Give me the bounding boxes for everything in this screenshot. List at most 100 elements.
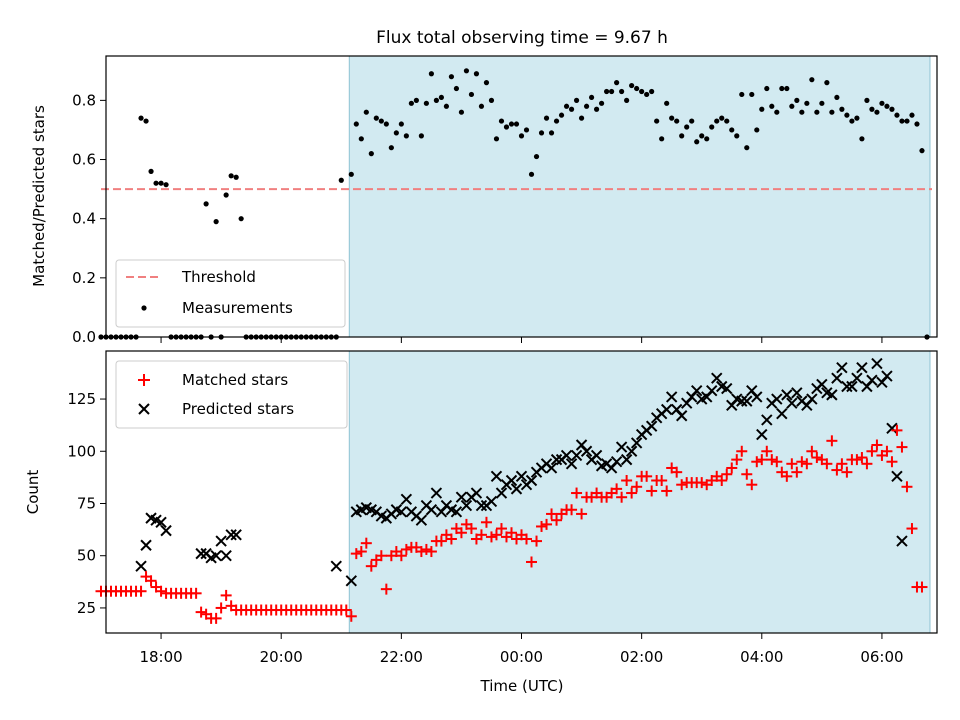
measurement-point	[398, 121, 404, 127]
predicted-stars-point	[836, 362, 848, 374]
measurement-point	[418, 133, 424, 139]
measurement-point	[463, 68, 470, 74]
matched-stars-point	[891, 424, 903, 436]
measurement-point	[148, 168, 154, 174]
predicted-stars-point	[620, 453, 633, 466]
ratio-observing-span	[348, 55, 931, 338]
measurement-point	[879, 100, 885, 106]
matched-stars-point	[786, 458, 798, 470]
predicted-stars-point	[450, 506, 463, 518]
predicted-stars-point	[545, 462, 558, 474]
matched-stars-point	[576, 508, 588, 520]
measurement-point	[744, 145, 750, 151]
predicted-stars-point	[475, 499, 488, 512]
matched-stars-point	[641, 470, 653, 482]
measurement-point	[629, 82, 635, 89]
measurement-point	[553, 118, 560, 124]
measurement-point	[839, 106, 845, 112]
measurement-point	[393, 130, 399, 136]
measurement-point	[548, 130, 555, 136]
measurement-point	[874, 109, 880, 115]
matched-stars-point	[345, 610, 357, 622]
matched-stars-point	[536, 520, 548, 532]
measurement-point	[884, 103, 890, 109]
measurement-point	[373, 115, 379, 121]
measurement-point	[498, 118, 505, 124]
predicted-stars-point	[155, 516, 167, 528]
matched-stars-point	[866, 445, 878, 457]
matched-legend-label: Matched stars	[182, 371, 288, 389]
matched-stars-point	[195, 606, 207, 618]
matched-stars-point	[796, 456, 808, 468]
predicted-stars-point	[570, 449, 583, 462]
measurement-point	[588, 94, 595, 101]
measurement-point	[854, 115, 860, 121]
measurement-point	[694, 139, 700, 145]
predicted-stars-point	[515, 470, 528, 483]
predicted-stars-point	[665, 391, 678, 403]
measurement-point	[654, 118, 660, 124]
measurement-point	[754, 127, 760, 133]
measurement-point	[468, 91, 475, 98]
measurement-point	[814, 109, 820, 115]
matched-stars-point	[631, 481, 643, 493]
matched-stars-point	[896, 441, 908, 453]
matched-stars-point	[215, 602, 227, 614]
matched-stars-point	[526, 556, 538, 568]
matched-stars-point	[135, 585, 147, 597]
matched-stars-point	[340, 604, 352, 616]
measurement-point	[669, 115, 675, 121]
measurement-point	[538, 130, 545, 136]
measurement-point	[543, 115, 550, 121]
matched-stars-point	[155, 585, 167, 597]
matched-stars-point	[485, 531, 497, 543]
predicted-stars-point	[550, 453, 563, 466]
measurement-point	[143, 118, 149, 124]
measurement-point	[729, 127, 735, 133]
predicted-stars-point	[660, 403, 673, 416]
measurements-legend-swatch	[141, 305, 147, 311]
measurement-point	[578, 115, 585, 121]
predicted-stars-point	[630, 437, 643, 449]
x-tick-label: 00:00	[500, 648, 543, 666]
measurement-point	[533, 153, 540, 160]
count-observing-span	[348, 350, 931, 634]
predicted-stars-point	[756, 428, 768, 441]
matched-stars-point	[881, 445, 893, 457]
measurement-point	[704, 136, 710, 142]
measurement-point	[819, 100, 825, 106]
predicted-stars-point	[415, 514, 428, 526]
predicted-stars-point	[400, 493, 413, 506]
matched-stars-point	[490, 529, 502, 541]
matched-stars-point	[756, 454, 768, 466]
matched-stars-point	[801, 458, 813, 470]
ratio-y-tick-label: 0.6	[72, 151, 96, 169]
predicted-stars-point	[580, 445, 593, 457]
measurement-point	[403, 133, 409, 139]
matched-stars-point	[906, 523, 918, 535]
predicted-stars-point	[751, 391, 763, 403]
measurement-point	[719, 115, 725, 121]
predicted-stars-point	[160, 524, 172, 537]
matched-stars-point	[871, 439, 883, 451]
matched-stars-point	[360, 537, 372, 549]
matched-stars-point	[365, 560, 377, 572]
count-legend: Matched stars Predicted stars	[115, 360, 348, 429]
predicted-stars-point	[886, 422, 898, 434]
predicted-legend-swatch	[138, 403, 150, 415]
predicted-stars-point	[841, 380, 853, 393]
predicted-stars-point	[761, 414, 773, 426]
matched-stars-point	[355, 546, 367, 558]
measurement-point	[203, 201, 209, 207]
matched-stars-point	[661, 485, 673, 497]
predicted-stars-point	[485, 495, 498, 508]
predicted-stars-point	[495, 487, 508, 499]
count-panel: 25 50 75 100 125 18:00 20:00 22:00 00:00 02:00 04:…	[24, 350, 938, 695]
measurement-point	[674, 118, 680, 124]
predicted-stars-point	[425, 504, 438, 516]
predicted-stars-point	[560, 449, 573, 462]
measurement-point	[583, 103, 590, 109]
predicted-stars-point	[395, 506, 408, 518]
matched-stars-point	[721, 468, 733, 480]
measurement-point	[213, 219, 219, 225]
